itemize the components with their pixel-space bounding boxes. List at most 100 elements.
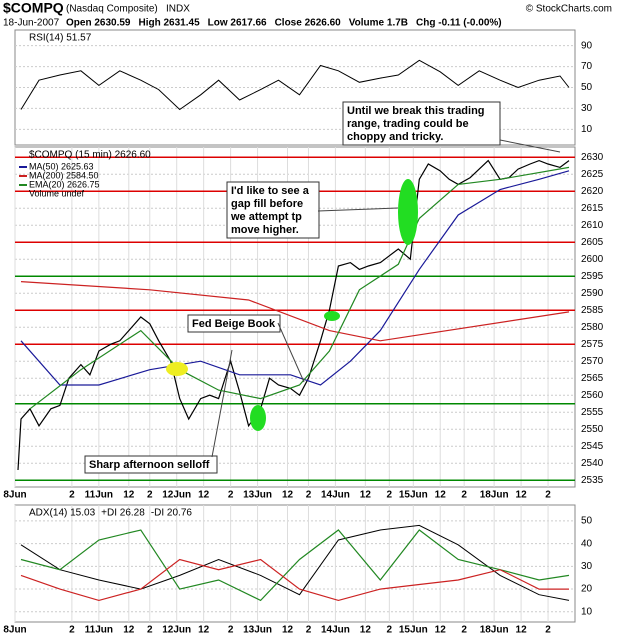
legend-entry: -DI 20.76 [151,508,193,519]
y-tick-label: 2620 [581,186,604,197]
legend-entry: MA(200) 2584.50 [29,170,99,180]
y-tick-label: 2535 [581,475,604,486]
x-tick-label: 15Jun [399,625,428,636]
x-tick-label: 13Jun [243,490,272,501]
x-tick-label: 8Jun [3,490,26,501]
y-tick-label: 2540 [581,458,604,469]
stat: Chg -0.11 (-0.00%) [416,18,502,29]
legend-entry: MA(50) 2625.63 [29,161,94,171]
x-tick-label: 12Jun [162,625,191,636]
x-tick-label: 2 [69,625,75,636]
x-tick-label: 12 [516,625,528,636]
y-tick-label: 70 [581,61,593,72]
y-tick-label: 10 [581,606,593,617]
y-tick-label: 2590 [581,288,604,299]
y-tick-label: 2595 [581,271,604,282]
x-tick-label: 2 [147,625,153,636]
x-tick-label: 2 [387,625,393,636]
y-tick-label: 50 [581,82,593,93]
y-tick-label: 2585 [581,305,604,316]
x-tick-label: 12 [198,490,210,501]
annotation: Fed Beige Book [192,318,276,330]
y-tick-label: 2630 [581,152,604,163]
x-tick-label: 2 [306,625,312,636]
panel-title: $COMPQ (15 min) 2626.60 [29,150,151,161]
x-tick-label: 12 [435,490,447,501]
x-tick-label: 11Jun [85,625,113,636]
x-tick-label: 12 [360,490,372,501]
y-tick-label: 30 [581,561,593,572]
y-tick-label: 30 [581,103,593,114]
stat: Close 2626.60 [275,18,342,29]
x-tick-label: 18Jun [480,490,509,501]
copyright: © StockCharts.com [526,4,612,15]
arrow [277,322,305,383]
y-tick-label: 2545 [581,441,604,452]
x-tick-label: 8Jun [3,625,26,636]
y-tick-label: 2605 [581,237,604,248]
y-tick-label: 2600 [581,254,604,265]
y-tick-label: 2615 [581,203,604,214]
annotation: we attempt tp [230,211,302,223]
series-line [20,281,570,342]
annotation-box [342,101,501,146]
y-tick-label: 2580 [581,322,604,333]
x-tick-label: 12 [360,625,372,636]
series-line [20,529,570,602]
x-tick-label: 12 [198,625,210,636]
x-tick-label: 2 [461,490,467,501]
legend-entry: ADX(14) 15.03 [29,508,96,519]
x-tick-label: 2 [545,625,551,636]
series-line [20,170,570,386]
annotation: range, trading could be [347,118,469,130]
y-tick-label: 2555 [581,407,604,418]
legend-swatch [19,166,27,168]
legend-entry: EMA(20) 2626.75 [29,179,100,189]
x-tick-label: 12 [282,490,294,501]
x-tick-label: 12 [516,490,528,501]
exchange: INDX [166,4,190,15]
x-tick-label: 11Jun [85,490,113,501]
x-tick-label: 2 [228,490,234,501]
annotation-box [84,455,218,474]
y-tick-label: 40 [581,538,593,549]
stat: Volume 1.7B [349,18,408,29]
x-tick-label: 12 [123,490,135,501]
series-line [20,558,569,602]
series-line [29,166,570,410]
legend-swatch [19,184,27,186]
x-tick-label: 2 [461,625,467,636]
annotation: choppy and tricky. [347,131,443,143]
company-name: (Nasdaq Composite) [66,4,158,15]
y-tick-label: 2565 [581,373,604,384]
x-tick-label: 2 [545,490,551,501]
x-tick-label: 12 [435,625,447,636]
arrow [499,139,561,153]
annotation: move higher. [231,224,299,236]
series-line [20,59,570,111]
x-tick-label: 14Jun [321,490,350,501]
annotation: Until we break this trading [347,105,485,117]
arrow [211,349,233,458]
symbol: $COMPQ [3,0,64,16]
x-tick-label: 2 [306,490,312,501]
annotation: gap fill before [231,198,303,210]
y-tick-label: 2570 [581,356,604,367]
y-tick-label: 90 [581,40,593,51]
y-tick-label: 2625 [581,169,604,180]
x-tick-label: 2 [147,490,153,501]
highlight [250,405,266,431]
y-tick-label: 2575 [581,339,604,350]
x-tick-label: 2 [228,625,234,636]
legend-note: Volume undef [29,188,85,198]
legend-entry: +DI 26.28 [101,508,145,519]
highlight [166,362,188,376]
x-tick-label: 2 [69,490,75,501]
highlights [166,139,561,458]
stat: Open 2630.59 [66,18,131,29]
stat: Low 2617.66 [208,18,267,29]
x-tick-label: 12Jun [162,490,191,501]
series-line [20,524,570,601]
y-tick-label: 2560 [581,390,604,401]
